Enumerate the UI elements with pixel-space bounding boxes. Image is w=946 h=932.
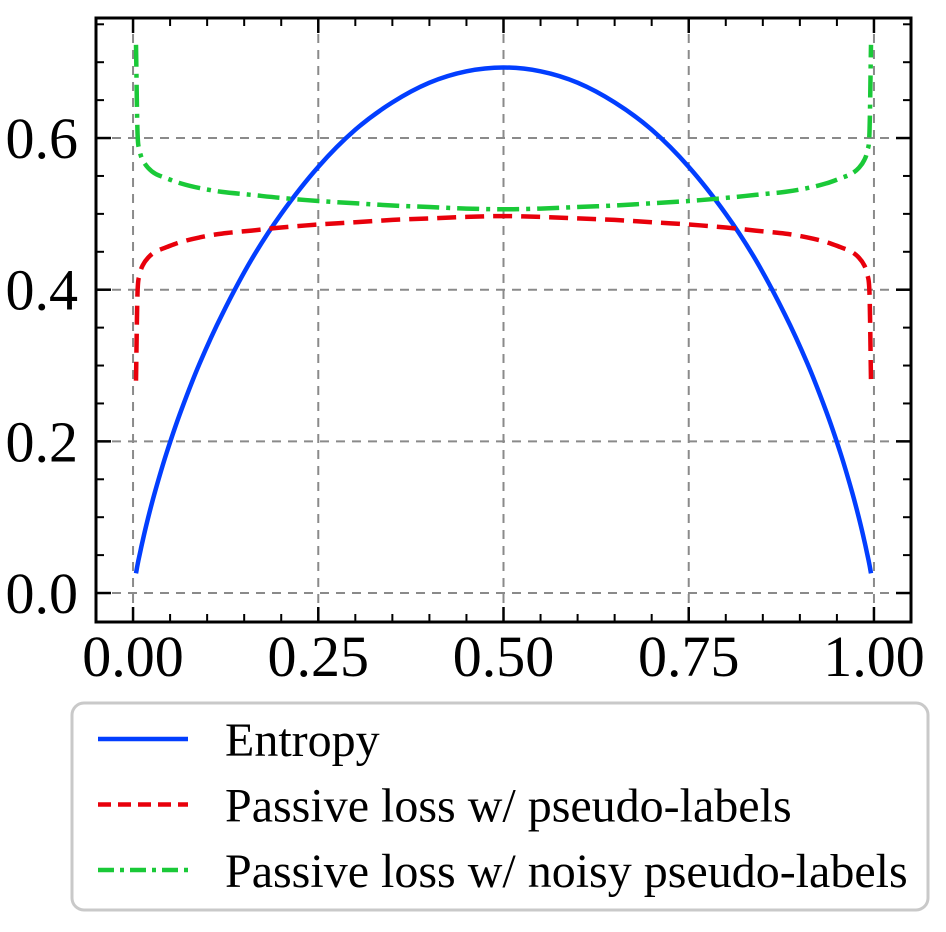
x-tick-label: 0.00 [82, 624, 184, 689]
legend-entry-entropy: Entropy [98, 714, 380, 767]
chart-legend: Entropy Passive loss w/ pseudo-labels Pass… [70, 701, 930, 912]
legend-label: Passive loss w/ pseudo-labels [225, 780, 792, 833]
y-tick-label: 0.6 [6, 106, 79, 171]
legend-entry-passive-loss-w-pseudo-labels: Passive loss w/ pseudo-labels [98, 780, 792, 833]
x-tick-label: 0.50 [453, 624, 555, 689]
y-tick-label: 0.2 [6, 409, 79, 474]
series-passive-loss-w-noisy-pseudo-labels-line [133, 44, 874, 212]
gridlines [96, 18, 911, 622]
series-passive-loss-w-pseudo-labels-line [133, 213, 874, 381]
x-tick-label: 1.00 [823, 624, 925, 689]
x-tick-label: 0.25 [268, 624, 370, 689]
legend-label: Passive loss w/ noisy pseudo-labels [225, 845, 908, 898]
x-tick-label: 0.75 [638, 624, 740, 689]
legend-entry-passive-loss-w-noisy-pseudo-labels: Passive loss w/ noisy pseudo-labels [98, 845, 908, 898]
legend-box [70, 701, 930, 912]
y-tick-label: 0.0 [6, 561, 79, 626]
y-tick-label: 0.4 [6, 258, 79, 323]
y-tick-labels: 0.0 0.2 0.4 0.6 [6, 106, 79, 626]
series-entropy-line [133, 65, 874, 574]
x-tick-labels: 0.00 0.25 0.50 0.75 1.00 [82, 624, 924, 689]
legend-label: Entropy [225, 714, 380, 767]
axes-frame [94, 16, 913, 624]
